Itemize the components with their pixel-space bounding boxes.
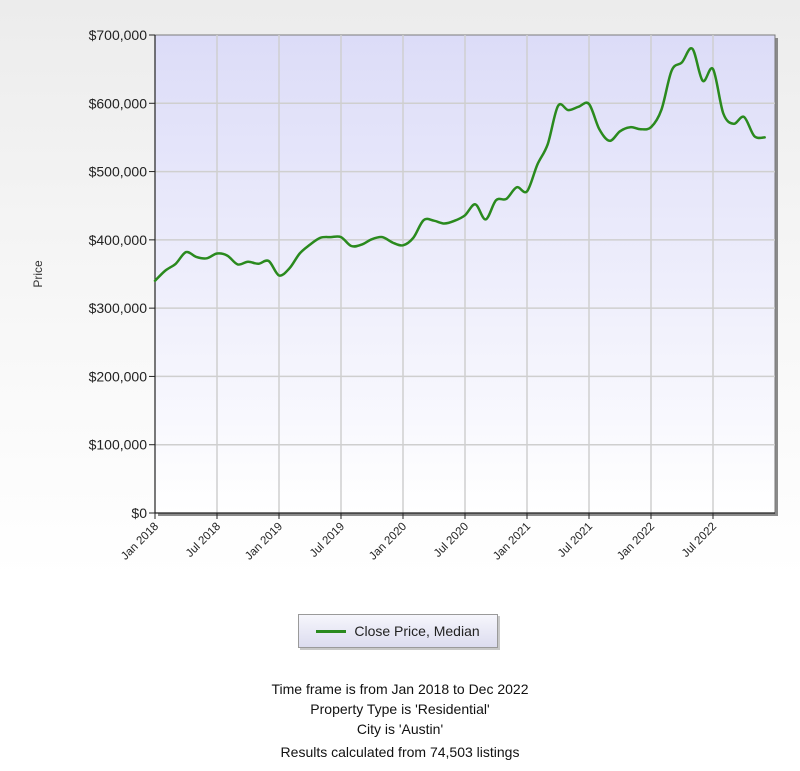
x-tick-label: Jul 2018	[184, 521, 223, 560]
x-tick-label: Jan 2018	[119, 521, 161, 563]
x-tick-label: Jul 2021	[556, 521, 595, 560]
legend-label-close-price-median: Close Price, Median	[354, 623, 480, 639]
x-axis-labels: Jan 2018 Jul 2018 Jan 2019 Jul 2019 Jan 2020…	[119, 521, 719, 563]
x-tick-label: Jul 2019	[308, 521, 347, 560]
axis-ticks	[149, 34, 775, 519]
caption-results-count: Results calculated from 74,503 listings	[280, 744, 520, 760]
caption-city: City is 'Austin'	[356, 721, 444, 737]
caption-time-frame: Time frame is from Jan 2018 to Dec 2022	[271, 681, 529, 697]
y-tick-label: $100,000	[89, 437, 148, 453]
x-tick-label: Jan 2020	[367, 521, 409, 563]
y-tick-label: $400,000	[89, 232, 148, 248]
caption-property-type: Property Type is 'Residential'	[310, 701, 490, 717]
y-tick-label: $200,000	[89, 368, 148, 384]
chart-area: $700,000 $600,000 $500,000 $400,000 $300,000…	[31, 27, 778, 563]
chart-legend: Close Price, Median	[298, 614, 498, 648]
series-line-close-price-median	[153, 46, 766, 283]
price-line-chart: $700,000 $600,000 $500,000 $400,000 $300,000…	[31, 27, 778, 563]
y-tick-label: $700,000	[89, 27, 148, 43]
y-tick-label: $600,000	[89, 95, 148, 111]
chart-caption: Time frame is from Jan 2018 to Dec 2022 …	[0, 679, 800, 762]
legend-swatch-close-price-median	[316, 629, 347, 633]
grid-lines	[155, 35, 775, 513]
x-tick-label: Jan 2022	[615, 521, 657, 563]
y-tick-label: $0	[131, 505, 147, 521]
y-axis-labels: $700,000 $600,000 $500,000 $400,000 $300,000…	[89, 27, 148, 521]
y-tick-label: $500,000	[89, 164, 148, 180]
y-axis-title: Price	[31, 260, 45, 288]
x-tick-label: Jul 2020	[432, 521, 471, 560]
x-tick-label: Jan 2021	[491, 521, 533, 563]
x-tick-label: Jan 2019	[243, 521, 285, 563]
x-tick-label: Jul 2022	[680, 521, 719, 560]
y-tick-label: $300,000	[89, 300, 148, 316]
